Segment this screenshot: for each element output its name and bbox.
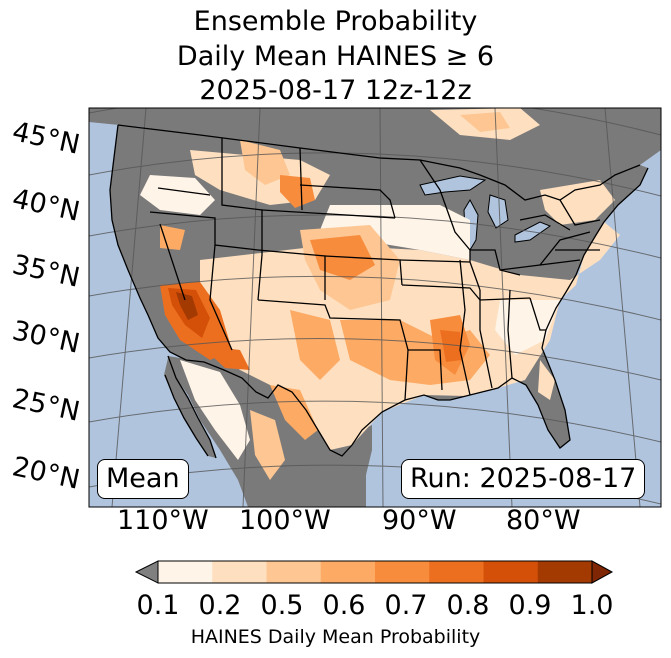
mean-label-box: Mean [97,459,189,499]
colorbar-segment [266,561,322,583]
colorbar-segment [483,561,539,583]
lon-label-100w: 100°W [239,505,331,536]
colorbar-tick-label: 0.8 [446,590,490,621]
lon-label-90w: 90°W [382,505,457,536]
colorbar-segment [429,561,484,583]
map-title-line2: Daily Mean HAINES ≥ 6 [176,41,495,72]
colorbar-tick-label: 0.5 [260,590,304,621]
colorbar-over-arrow [591,560,614,584]
map-title-line1: Ensemble Probability [193,6,478,37]
run-date-box: Run: 2025-08-17 [401,459,646,499]
colorbar-label: HAINES Daily Mean Probability [190,626,481,648]
colorbar-tick-label: 0.9 [508,590,552,621]
colorbar-tick-label: 0.1 [136,590,180,621]
colorbar-segment [375,561,430,583]
colorbar-segment [320,561,376,583]
colorbar-frame [157,560,593,584]
colorbar-tick-label: 0.2 [198,590,242,621]
colorbar-tick-label: 1.0 [570,590,614,621]
colorbar-tick-label: 0.7 [384,590,428,621]
lon-label-80w: 80°W [506,505,581,536]
map-title-line3: 2025-08-17 12z-12z [199,75,472,106]
colorbar-tick-label: 0.6 [322,590,366,621]
boundaries [109,124,649,459]
colorbar-segment [212,561,267,583]
colorbar-under-arrow [134,560,159,584]
great-lakes [419,175,576,252]
lon-label-110w: 110°W [117,505,209,536]
colorbar-segment [537,561,593,583]
map-frame [88,107,662,508]
colorbar-segment [158,561,213,583]
probability-field [140,108,620,480]
